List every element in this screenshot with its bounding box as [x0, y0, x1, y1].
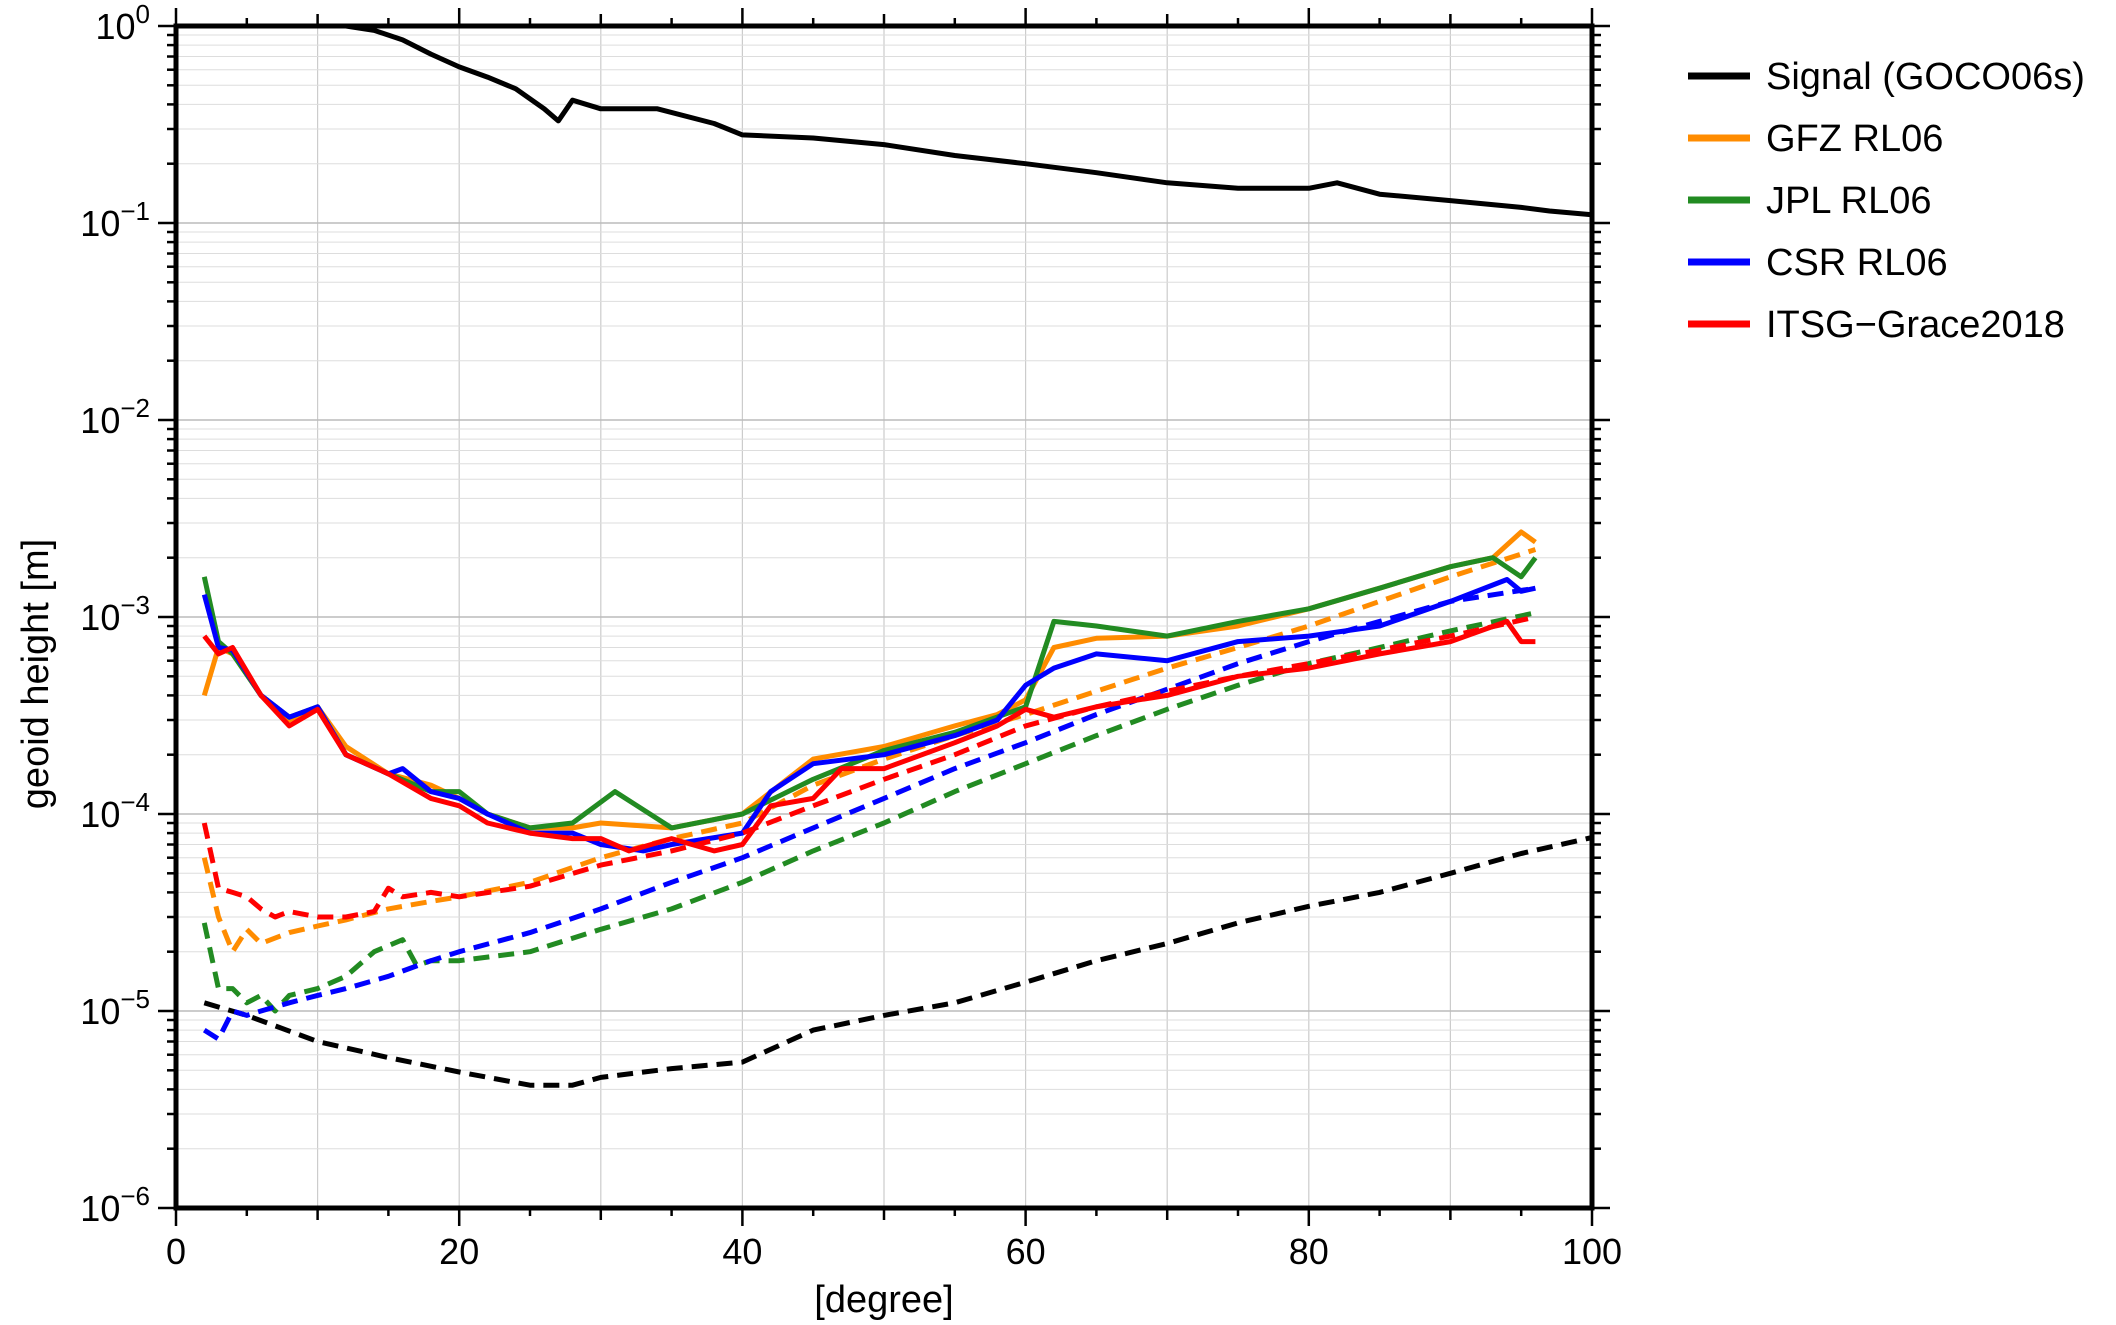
series-line-csr-rl06-solid	[201, 577, 1536, 854]
legend-label: ITSG−Grace2018	[1766, 304, 2065, 346]
series-line-itsg-grace2018-dashed	[201, 614, 1536, 920]
y-tick-label: 10−1	[80, 196, 150, 244]
x-tick-label: 100	[1562, 1231, 1622, 1272]
x-tick-label: 0	[166, 1231, 186, 1272]
y-tick-label: 100	[95, 0, 150, 47]
legend-label: JPL RL06	[1766, 180, 1931, 222]
series-line-signal-goco06s--solid	[345, 23, 1593, 218]
x-tick-label: 80	[1289, 1231, 1329, 1272]
series-layer	[201, 23, 1593, 1088]
axis-ticks: 0 20 40 60 80 100 100 10−1 10−2 10−3 10−4 10−5 10−6	[80, 0, 1622, 1272]
legend-label: CSR RL06	[1766, 242, 1948, 284]
series-line-jpl-rl06-solid	[201, 555, 1538, 831]
x-tick-label: 20	[439, 1231, 479, 1272]
y-axis-label: geoid height [m]	[15, 539, 57, 809]
legend: Signal (GOCO06s) GFZ RL06 JPL RL06 CSR RL06…	[1688, 56, 2085, 346]
x-tick-label: 40	[722, 1231, 762, 1272]
series-line-signal-goco06s--dashed	[203, 835, 1593, 1088]
legend-label: GFZ RL06	[1766, 118, 1943, 160]
x-axis-label: [degree]	[814, 1279, 953, 1321]
series-line-csr-rl06-dashed	[202, 585, 1536, 1042]
legend-label: Signal (GOCO06s)	[1766, 56, 2085, 98]
y-tick-label: 10−2	[80, 393, 150, 441]
grid	[175, 26, 1593, 1209]
y-tick-label: 10−3	[80, 590, 150, 638]
y-tick-label: 10−4	[80, 787, 150, 835]
y-tick-label: 10−5	[80, 984, 150, 1032]
series-line-itsg-grace2018-solid	[202, 618, 1536, 854]
y-tick-label: 10−6	[80, 1181, 150, 1229]
x-tick-label: 60	[1006, 1231, 1046, 1272]
